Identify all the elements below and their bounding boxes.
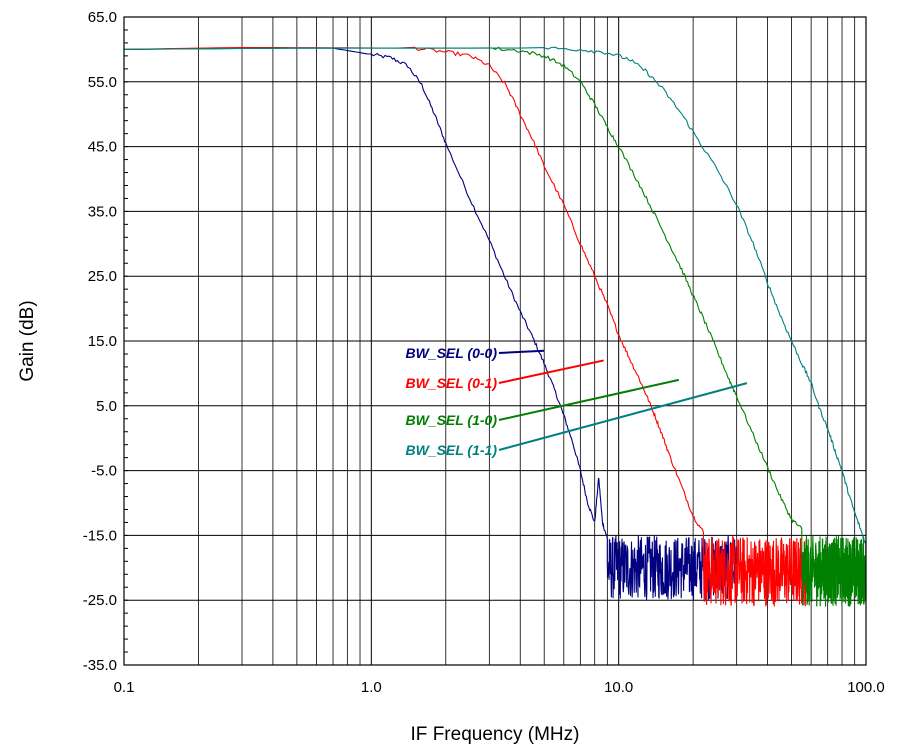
y-tick-label: 65.0 [88, 9, 117, 26]
y-tick-label: -15.0 [83, 527, 117, 544]
x-axis-title: IF Frequency (MHz) [411, 724, 580, 745]
legend-label: BW_SEL (0-0) [405, 345, 497, 361]
legend-pointer-line [498, 378, 679, 421]
legend-label: BW_SEL (0-1) [405, 375, 497, 391]
series-line-1 [123, 47, 738, 600]
legend-label: BW_SEL (1-0) [405, 412, 497, 428]
y-tick-label: 25.0 [88, 268, 117, 285]
series-group [123, 46, 867, 607]
y-tick-label: 55.0 [88, 74, 117, 91]
legend-pointer-line [498, 349, 545, 354]
x-tick-label: 100.0 [847, 679, 885, 696]
plot-area-border [123, 16, 867, 666]
legend: BW_SEL (0-0) BW_SEL (0-1) BW_SEL (1-0) BW_S… [405, 345, 748, 458]
y-tick-label: 35.0 [88, 203, 117, 220]
series-line-4 [123, 46, 867, 546]
y-tick-label: 5.0 [96, 398, 117, 415]
x-tick-label: 10.0 [604, 679, 633, 696]
y-tick-label: -5.0 [91, 463, 117, 480]
y-tick-label: -25.0 [83, 592, 117, 609]
y-tick-label: 15.0 [88, 333, 117, 350]
x-tick-label: 1.0 [361, 679, 382, 696]
legend-label: BW_SEL (1-1) [405, 442, 497, 458]
y-axis-title: Gain (dB) [17, 300, 38, 381]
y-tick-label: 45.0 [88, 139, 117, 156]
tick-labels: 0.1 1.0 10.0 100.0 65.0 55.0 45.0 35.0 25.0 15.0 5… [83, 9, 885, 696]
x-tick-label: 0.1 [114, 679, 135, 696]
series-line-2 [123, 46, 809, 607]
legend-pointer-line [498, 359, 604, 384]
y-tick-label: -35.0 [83, 657, 117, 674]
series-line-3 [123, 46, 867, 607]
legend-pointer-line [498, 382, 748, 451]
